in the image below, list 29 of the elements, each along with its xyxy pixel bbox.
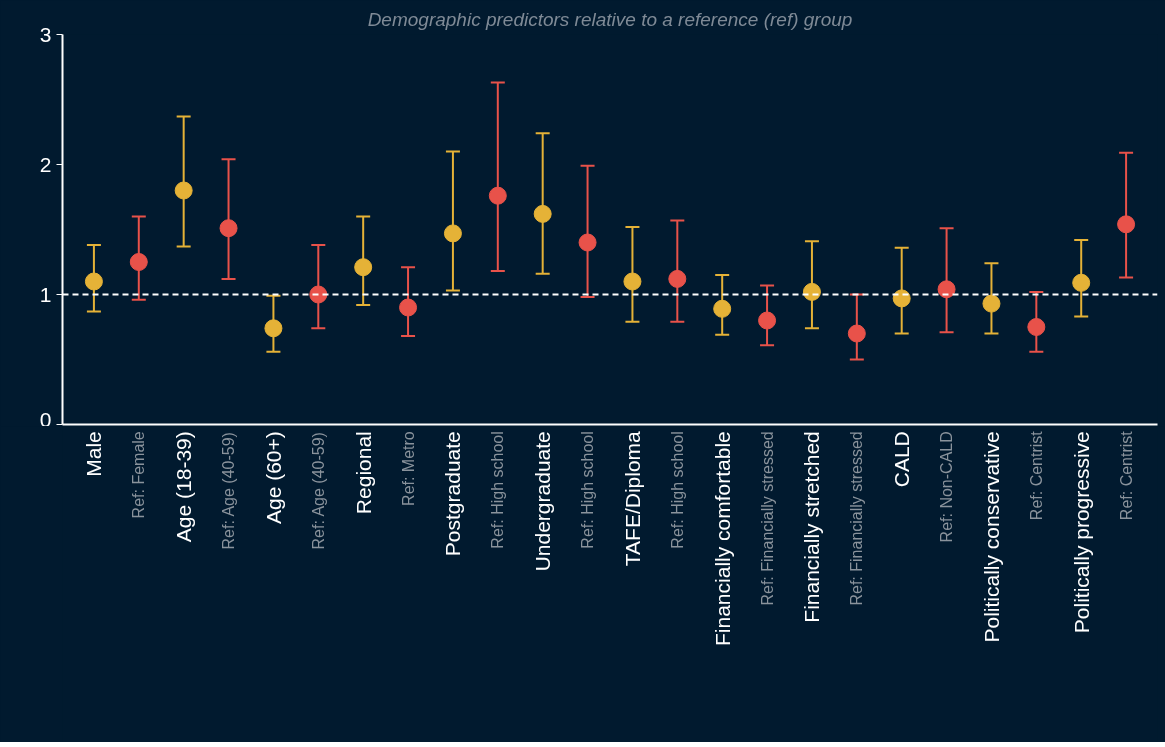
x-tick-label: Ref: High school (579, 431, 597, 549)
y-tick-label: 1 (39, 282, 52, 306)
x-tick-label: Ref: Financially stressed (758, 431, 776, 606)
x-tick-label: Ref: Age (40-59) (220, 432, 238, 550)
x-tick-label: Ref: High school (489, 431, 507, 549)
x-tick-label: Ref: Centrist (1117, 430, 1135, 521)
x-tick-label: Regional (351, 431, 375, 515)
x-tick-label: Ref: Female (130, 431, 148, 519)
x-tick-label: Ref: Age (40-59) (309, 432, 327, 550)
x-tick-label: CALD (890, 431, 914, 488)
x-tick-label: TAFE/Diploma (620, 430, 644, 567)
x-tick-label: Postgraduate (441, 431, 465, 557)
x-tick-label: Ref: Metro (399, 431, 417, 506)
x-tick-label: Ref: Centrist (1027, 430, 1045, 521)
x-tick-label: Financially comfortable (710, 431, 734, 646)
y-tick-label: 0 (39, 407, 52, 431)
y-tick-label: 2 (39, 152, 52, 176)
x-tick-label: Ref: Non-CALD (938, 431, 956, 543)
x-tick-label: Undergraduate (531, 431, 555, 572)
chart-title: Demographic predictors relative to a reference (ref) group (367, 8, 853, 30)
x-tick-label: Financially stretched (800, 431, 824, 623)
x-tick-label: Age (60+) (261, 431, 285, 525)
x-tick-label: Ref: High school (668, 431, 686, 549)
x-tick-label: Politically conservative (979, 431, 1003, 643)
x-tick-label: Male (82, 431, 106, 477)
y-tick-label: 3 (39, 22, 52, 46)
x-tick-label: Age (18-39) (172, 431, 196, 543)
x-tick-label: Politically progressive (1069, 431, 1093, 634)
x-tick-label: Ref: Financially stressed (848, 431, 866, 606)
